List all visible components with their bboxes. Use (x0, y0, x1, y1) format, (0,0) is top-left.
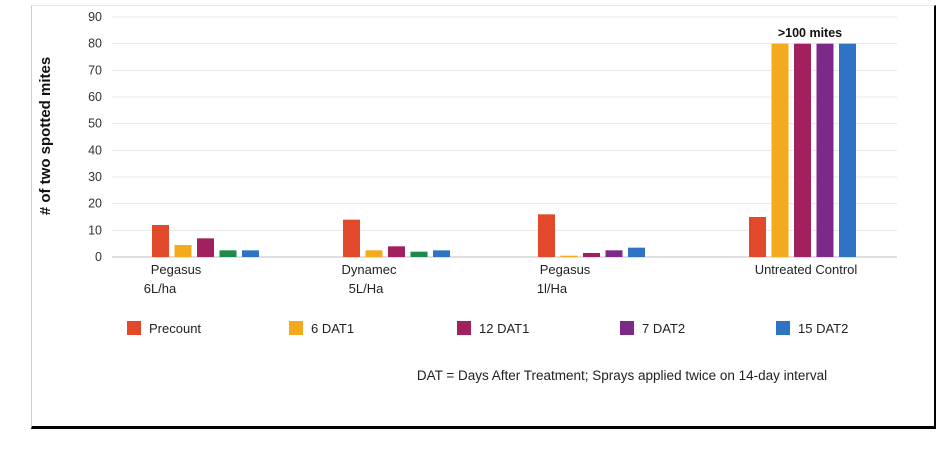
category-label: Pegasus (540, 262, 591, 277)
bar-12-dat1 (197, 238, 214, 257)
bar-precount (538, 214, 555, 257)
chart-frame (31, 5, 936, 429)
category-label: Untreated Control (755, 262, 858, 277)
category-sublabel: 5L/Ha (349, 281, 384, 296)
legend-label: 6 DAT1 (311, 321, 354, 336)
category-sublabel: 6L/ha (144, 281, 177, 296)
legend-swatch (457, 321, 471, 335)
category-label: Dynamec (342, 262, 397, 277)
y-tick-label: 30 (88, 170, 102, 184)
y-tick-label: 90 (88, 10, 102, 24)
bar-7-dat2 (219, 250, 237, 257)
category-sublabel: 1l/Ha (537, 281, 568, 296)
legend-item: 6 DAT1 (289, 321, 354, 336)
bar-precount (749, 217, 766, 257)
y-tick-label: 50 (88, 117, 102, 131)
gridlines (112, 16, 897, 258)
y-axis-ticks: 0 10 20 30 40 50 60 70 80 90 (88, 10, 102, 264)
bar-15-dat2 (242, 250, 259, 257)
legend-label: 12 DAT1 (479, 321, 529, 336)
bar-7-dat2 (410, 251, 428, 257)
category-labels: Pegasus 6L/ha Dynamec 5L/Ha Pegasus 1l/Ha Untr… (144, 262, 858, 296)
category-label: Pegasus (151, 262, 202, 277)
bar-12-dat1 (794, 43, 811, 257)
y-tick-label: 70 (88, 63, 102, 77)
y-tick-label: 0 (95, 250, 102, 264)
bar-6-dat1 (174, 245, 192, 257)
bar-15-dat2 (628, 247, 645, 257)
legend: Precount 6 DAT1 12 DAT1 7 DAT2 15 DAT2 (127, 321, 848, 336)
y-tick-label: 10 (88, 223, 102, 237)
legend-item: 7 DAT2 (620, 321, 685, 336)
bar-15-dat2 (839, 43, 856, 257)
legend-swatch (127, 321, 141, 335)
bar-12-dat1 (583, 253, 600, 257)
bar-12-dat1 (388, 246, 405, 257)
legend-swatch (620, 321, 634, 335)
y-tick-label: 20 (88, 197, 102, 211)
y-tick-label: 60 (88, 90, 102, 104)
y-tick-label: 40 (88, 143, 102, 157)
bar-7-dat2 (816, 43, 834, 257)
legend-item: 12 DAT1 (457, 321, 529, 336)
bar-precount (152, 225, 169, 257)
legend-label: 15 DAT2 (798, 321, 848, 336)
bar-precount (343, 219, 360, 257)
legend-swatch (776, 321, 790, 335)
legend-item: 15 DAT2 (776, 321, 848, 336)
y-tick-label: 80 (88, 37, 102, 51)
bar-6-dat1 (771, 43, 789, 257)
bar-6-dat1 (560, 255, 578, 257)
bar-15-dat2 (433, 250, 450, 257)
bars (152, 43, 856, 257)
y-axis-label: # of two spotted mites (37, 57, 54, 215)
legend-swatch (289, 321, 303, 335)
annotation-label: >100 mites (778, 26, 842, 40)
legend-label: 7 DAT2 (642, 321, 685, 336)
footnote: DAT = Days After Treatment; Sprays appli… (417, 368, 827, 383)
legend-item: Precount (127, 321, 201, 336)
bar-6-dat1 (365, 250, 383, 257)
legend-label: Precount (149, 321, 201, 336)
bar-7-dat2 (605, 250, 623, 257)
